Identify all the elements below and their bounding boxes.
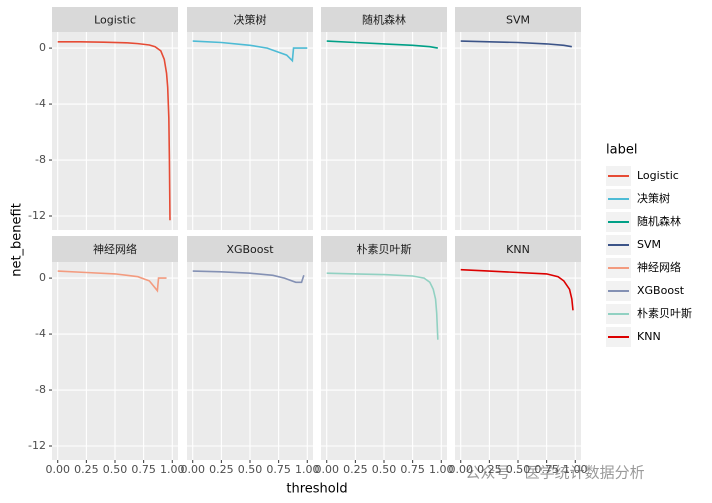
legend-label: KNN — [637, 330, 661, 343]
watermark: 公众号 · 医学统计数据分析 — [465, 464, 644, 482]
legend-label: Logistic — [637, 169, 679, 182]
x-tick-label: 0.00 — [45, 463, 70, 476]
strip — [52, 7, 178, 32]
legend-label: SVM — [637, 238, 661, 251]
strip-label: XGBoost — [226, 243, 274, 256]
strip — [321, 236, 447, 262]
x-tick-label: 1.00 — [429, 463, 454, 476]
strip-label: KNN — [506, 243, 530, 256]
y-tick-label: -4 — [35, 327, 46, 340]
x-tick-label: 0.25 — [74, 463, 99, 476]
strip-label: Logistic — [94, 14, 136, 27]
y-tick-label: -12 — [28, 209, 46, 222]
x-tick-label: 1.00 — [563, 463, 588, 476]
strip-label: 神经网络 — [93, 242, 137, 256]
x-tick-label: 0.25 — [209, 463, 234, 476]
line — [192, 40, 308, 63]
line — [57, 270, 167, 293]
x-tick-label: 0.75 — [131, 463, 156, 476]
strip — [455, 236, 581, 262]
y-tick-label: 0 — [39, 271, 46, 284]
x-tick-label: 1.00 — [295, 463, 320, 476]
x-tick-label: 0.00 — [314, 463, 339, 476]
y-tick-label: -8 — [35, 383, 46, 396]
x-tick-label: 0.00 — [180, 463, 205, 476]
x-tick-label: 0.50 — [372, 463, 397, 476]
strip-label: 随机森林 — [362, 13, 406, 27]
line — [460, 40, 572, 48]
line — [192, 270, 305, 284]
y-tick-label: -4 — [35, 97, 46, 110]
line — [57, 41, 171, 221]
y-tick-label: -8 — [35, 153, 46, 166]
strip — [52, 236, 178, 262]
legend-label: 随机森林 — [637, 214, 681, 228]
x-tick-label: 0.25 — [477, 463, 502, 476]
strip — [455, 7, 581, 32]
x-tick-label: 0.00 — [448, 463, 473, 476]
x-tick-label: 0.50 — [238, 463, 263, 476]
x-axis-title: threshold — [286, 482, 347, 497]
x-tick-label: 0.25 — [343, 463, 368, 476]
legend-title: label — [606, 143, 637, 158]
y-tick-label: 0 — [39, 41, 46, 54]
strip-label: SVM — [506, 14, 530, 27]
x-tick-label: 0.50 — [506, 463, 531, 476]
x-tick-label: 0.75 — [400, 463, 425, 476]
legend-label: 朴素贝叶斯 — [637, 306, 692, 320]
y-tick-label: -12 — [28, 439, 46, 452]
strip-label: 决策树 — [234, 13, 267, 27]
strip-label: 朴素贝叶斯 — [357, 242, 412, 256]
line — [326, 272, 439, 340]
strip — [187, 236, 313, 262]
legend-label: 神经网络 — [637, 260, 681, 274]
x-tick-label: 0.75 — [534, 463, 559, 476]
line — [460, 268, 574, 311]
x-tick-label: 1.00 — [160, 463, 185, 476]
line — [326, 40, 438, 49]
x-tick-label: 0.50 — [103, 463, 128, 476]
x-tick-label: 0.75 — [266, 463, 291, 476]
legend-label: 决策树 — [637, 191, 670, 205]
strip — [187, 7, 313, 32]
y-axis-title: net_benefit — [10, 203, 25, 277]
legend-label: XGBoost — [637, 284, 685, 297]
strip — [321, 7, 447, 32]
